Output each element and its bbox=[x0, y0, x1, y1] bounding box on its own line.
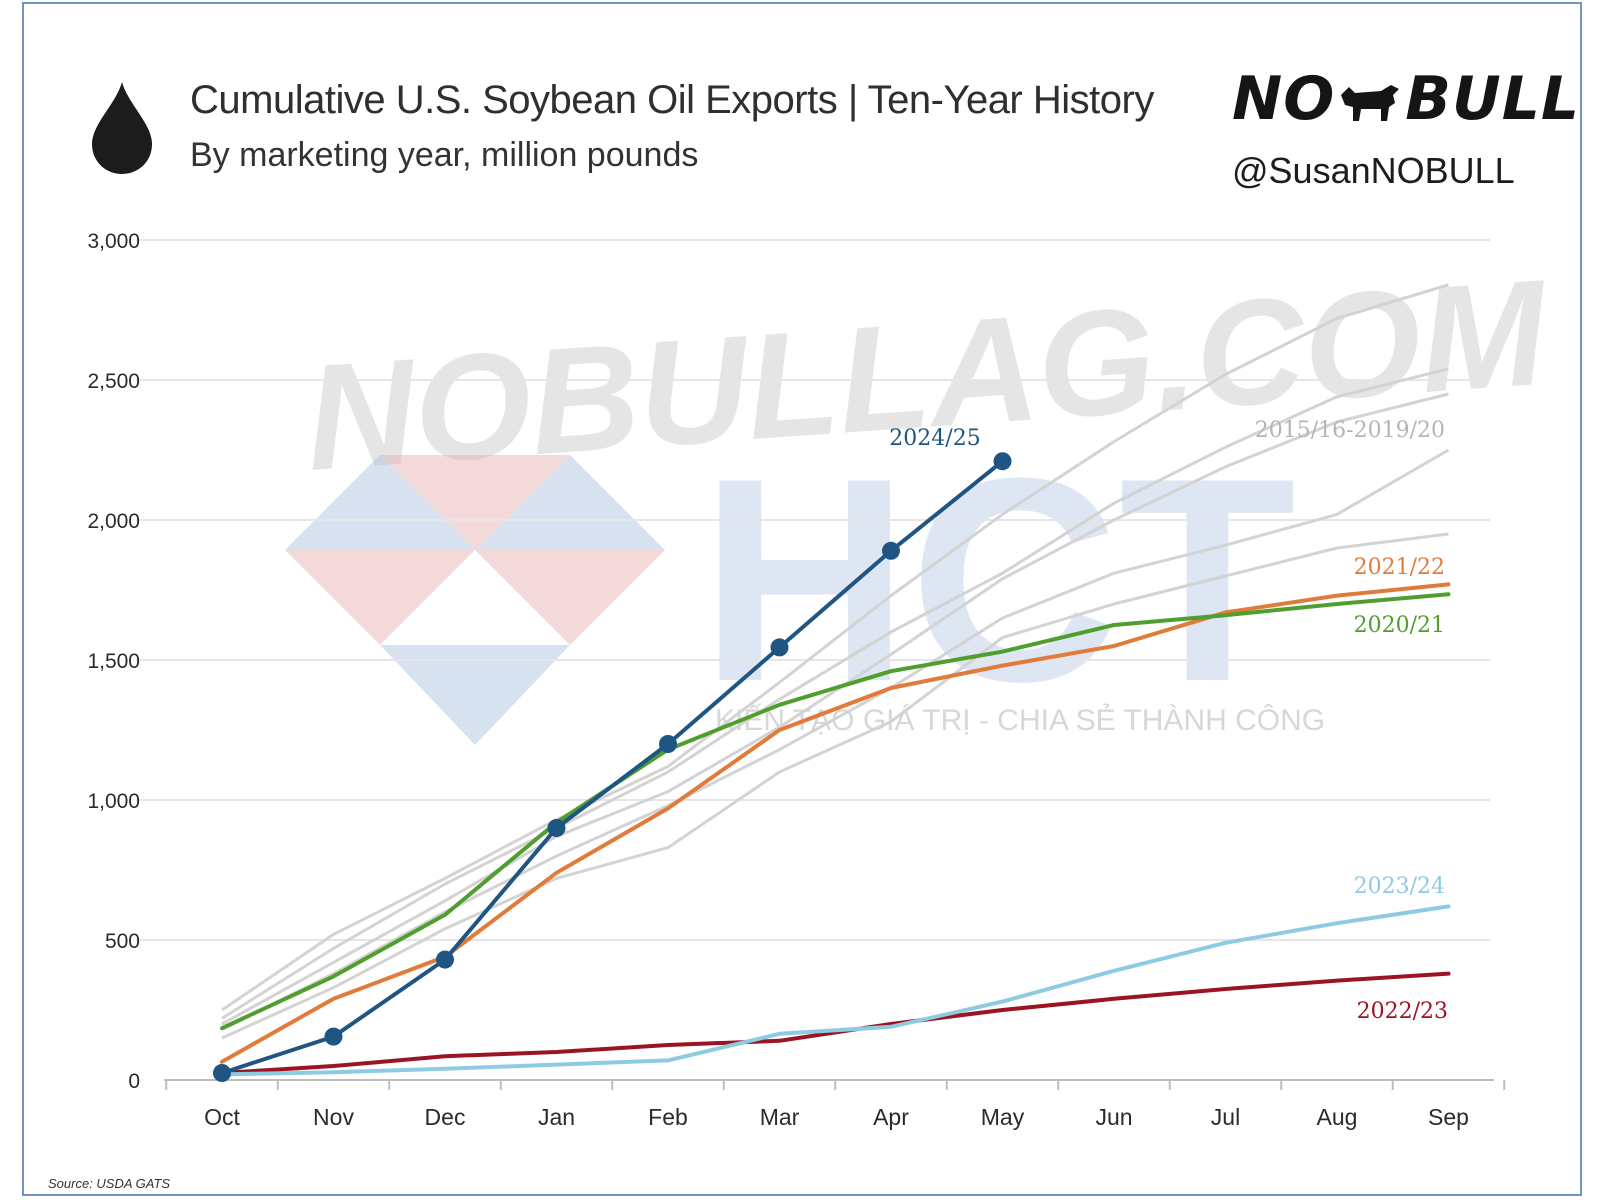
logo-text-right: BULL bbox=[1405, 64, 1581, 134]
y-tick-label: 1,000 bbox=[87, 790, 140, 813]
series-line-s2021_22 bbox=[220, 582, 1451, 1064]
x-tick-label: Aug bbox=[1317, 1104, 1358, 1130]
y-tick-label: 500 bbox=[105, 930, 140, 953]
y-tick-label: 3,000 bbox=[87, 230, 140, 253]
data-point-s2024_25 bbox=[436, 950, 454, 969]
history-lines bbox=[221, 283, 1450, 1040]
bull-icon bbox=[1341, 85, 1400, 122]
series-lines bbox=[213, 452, 1451, 1082]
x-tick-label: Oct bbox=[204, 1104, 240, 1130]
chart-title: Cumulative U.S. Soybean Oil Exports | Te… bbox=[190, 78, 1154, 122]
series-label-history: 2015/16-2019/20 bbox=[1255, 418, 1445, 443]
series-line-s2024_25 bbox=[220, 459, 1005, 1075]
x-tick-label: Apr bbox=[873, 1104, 909, 1130]
watermark-tagline: KIẾN TẠO GIÁ TRỊ - CHIA SẺ THÀNH CÔNG bbox=[715, 703, 1325, 737]
x-tick-label: Jun bbox=[1095, 1104, 1132, 1130]
y-tick-label: 0 bbox=[128, 1070, 140, 1093]
data-point-s2024_25 bbox=[993, 452, 1012, 471]
x-tick-label: Sep bbox=[1428, 1104, 1469, 1130]
x-tick-label: Jan bbox=[538, 1104, 575, 1130]
history-series-line bbox=[221, 448, 1450, 1031]
x-tick-label: Feb bbox=[648, 1104, 688, 1130]
series-label-s2021_22: 2021/22 bbox=[1354, 555, 1445, 580]
social-handle: @SusanNOBULL bbox=[1232, 150, 1515, 191]
x-tick-label: Jul bbox=[1211, 1104, 1240, 1130]
oil-drop-icon bbox=[92, 82, 152, 174]
data-point-s2024_25 bbox=[213, 1064, 231, 1082]
data-point-s2024_25 bbox=[882, 541, 900, 560]
logo-text-left: NO bbox=[1232, 64, 1336, 134]
data-point-s2024_25 bbox=[770, 638, 789, 657]
source-note: Source: USDA GATS bbox=[48, 1176, 171, 1191]
series-labels: 2024/25 2023/24 2022/23 2021/22 2020/21 2015/… bbox=[889, 418, 1448, 1024]
chart-subtitle: By marketing year, million pounds bbox=[190, 136, 699, 174]
grid bbox=[136, 239, 1490, 941]
history-series-line bbox=[221, 392, 1449, 1026]
series-label-s2023_24: 2023/24 bbox=[1354, 874, 1445, 899]
x-tick-label: Nov bbox=[313, 1104, 354, 1130]
series-label-s2024_25: 2024/25 bbox=[889, 426, 980, 451]
y-tick-label: 2,000 bbox=[87, 510, 140, 533]
data-point-s2024_25 bbox=[659, 735, 677, 753]
series-line-s2023_24 bbox=[220, 904, 1451, 1077]
series-line-s2022_23 bbox=[220, 971, 1451, 1075]
x-tick-label: Dec bbox=[425, 1104, 466, 1130]
history-series-line bbox=[221, 283, 1449, 1012]
series-label-s2020_21: 2020/21 bbox=[1354, 613, 1445, 638]
y-tick-label: 1,500 bbox=[87, 650, 140, 673]
series-line-s2020_21 bbox=[220, 592, 1451, 1031]
x-tick-label: May bbox=[981, 1104, 1025, 1130]
y-tick-label: 2,500 bbox=[87, 370, 140, 393]
data-point-s2024_25 bbox=[547, 819, 566, 837]
history-series-line bbox=[221, 367, 1449, 1020]
nobull-logo: NO BULL bbox=[1232, 64, 1580, 134]
axes: 0 500 1,000 1,500 2,000 2,500 3,000 Oct Nov Dec Ja… bbox=[87, 230, 1506, 1130]
series-label-s2022_23: 2022/23 bbox=[1357, 999, 1448, 1024]
data-point-s2024_25 bbox=[324, 1027, 343, 1046]
hct-diamond-logo bbox=[285, 455, 665, 745]
history-series-line bbox=[221, 532, 1449, 1040]
x-tick-label: Mar bbox=[760, 1104, 800, 1130]
